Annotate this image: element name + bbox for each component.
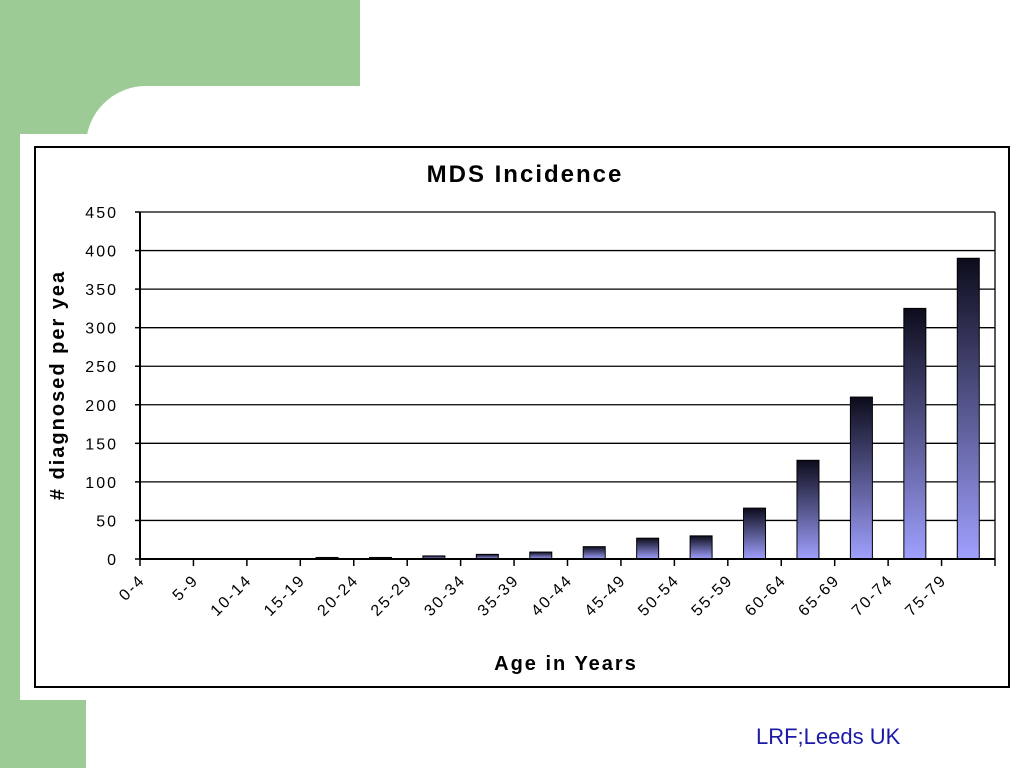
y-tick-label: 250: [85, 359, 118, 376]
x-tick-label: 50-54: [635, 572, 683, 620]
y-tick-label: 400: [85, 244, 118, 261]
x-tick-label: 60-64: [742, 572, 790, 620]
y-tick-label: 0: [107, 552, 118, 569]
x-tick-label: 10-14: [208, 572, 256, 620]
x-tick-label: 0-4: [116, 572, 149, 605]
bar: [849, 396, 873, 560]
y-axis-label: # diagnosed per yea: [47, 270, 69, 500]
x-tick-label: 20-24: [315, 572, 363, 620]
y-tick-label: 100: [85, 475, 118, 492]
y-tick-label: 450: [85, 205, 118, 222]
x-tick-labels: 0-4 5-9 10-14 15-19 20-24 25-29 30-34 35-39 40-4…: [116, 559, 996, 620]
y-tick-label: 150: [85, 436, 118, 453]
bar: [903, 307, 927, 560]
x-axis-label: Age in Years: [494, 653, 638, 675]
y-tick-labels: 0 50 100 150 200 250 300 350 400 450: [85, 205, 140, 569]
x-tick-label: 45-49: [582, 572, 630, 620]
chart-border: [34, 146, 1010, 688]
y-tick-label: 50: [96, 513, 118, 530]
bar: [689, 535, 713, 560]
x-tick-label: 5-9: [170, 572, 203, 605]
x-tick-label: 35-39: [475, 572, 523, 620]
x-tick-label: 15-19: [261, 572, 309, 620]
x-tick-label: 65-69: [795, 572, 843, 620]
y-tick-label: 200: [85, 398, 118, 415]
bar: [956, 257, 980, 560]
x-tick-label: 25-29: [368, 572, 416, 620]
y-tick-label: 300: [85, 321, 118, 338]
chart-title: MDS Incidence: [427, 161, 624, 188]
bar: [529, 551, 553, 560]
x-tick-label: 30-34: [421, 572, 469, 620]
bar: [743, 507, 767, 560]
footer-credit: LRF;Leeds UK: [756, 724, 901, 749]
bar: [582, 546, 606, 560]
x-tick-label: 75-79: [902, 572, 950, 620]
y-tick-label: 350: [85, 282, 118, 299]
bars: [315, 257, 980, 560]
x-tick-label: 70-74: [849, 572, 897, 620]
bar: [636, 537, 660, 560]
x-tick-label: 55-59: [689, 572, 737, 620]
x-tick-label: 40-44: [528, 572, 576, 620]
top-accent-band: [0, 0, 360, 86]
bar: [796, 459, 820, 560]
